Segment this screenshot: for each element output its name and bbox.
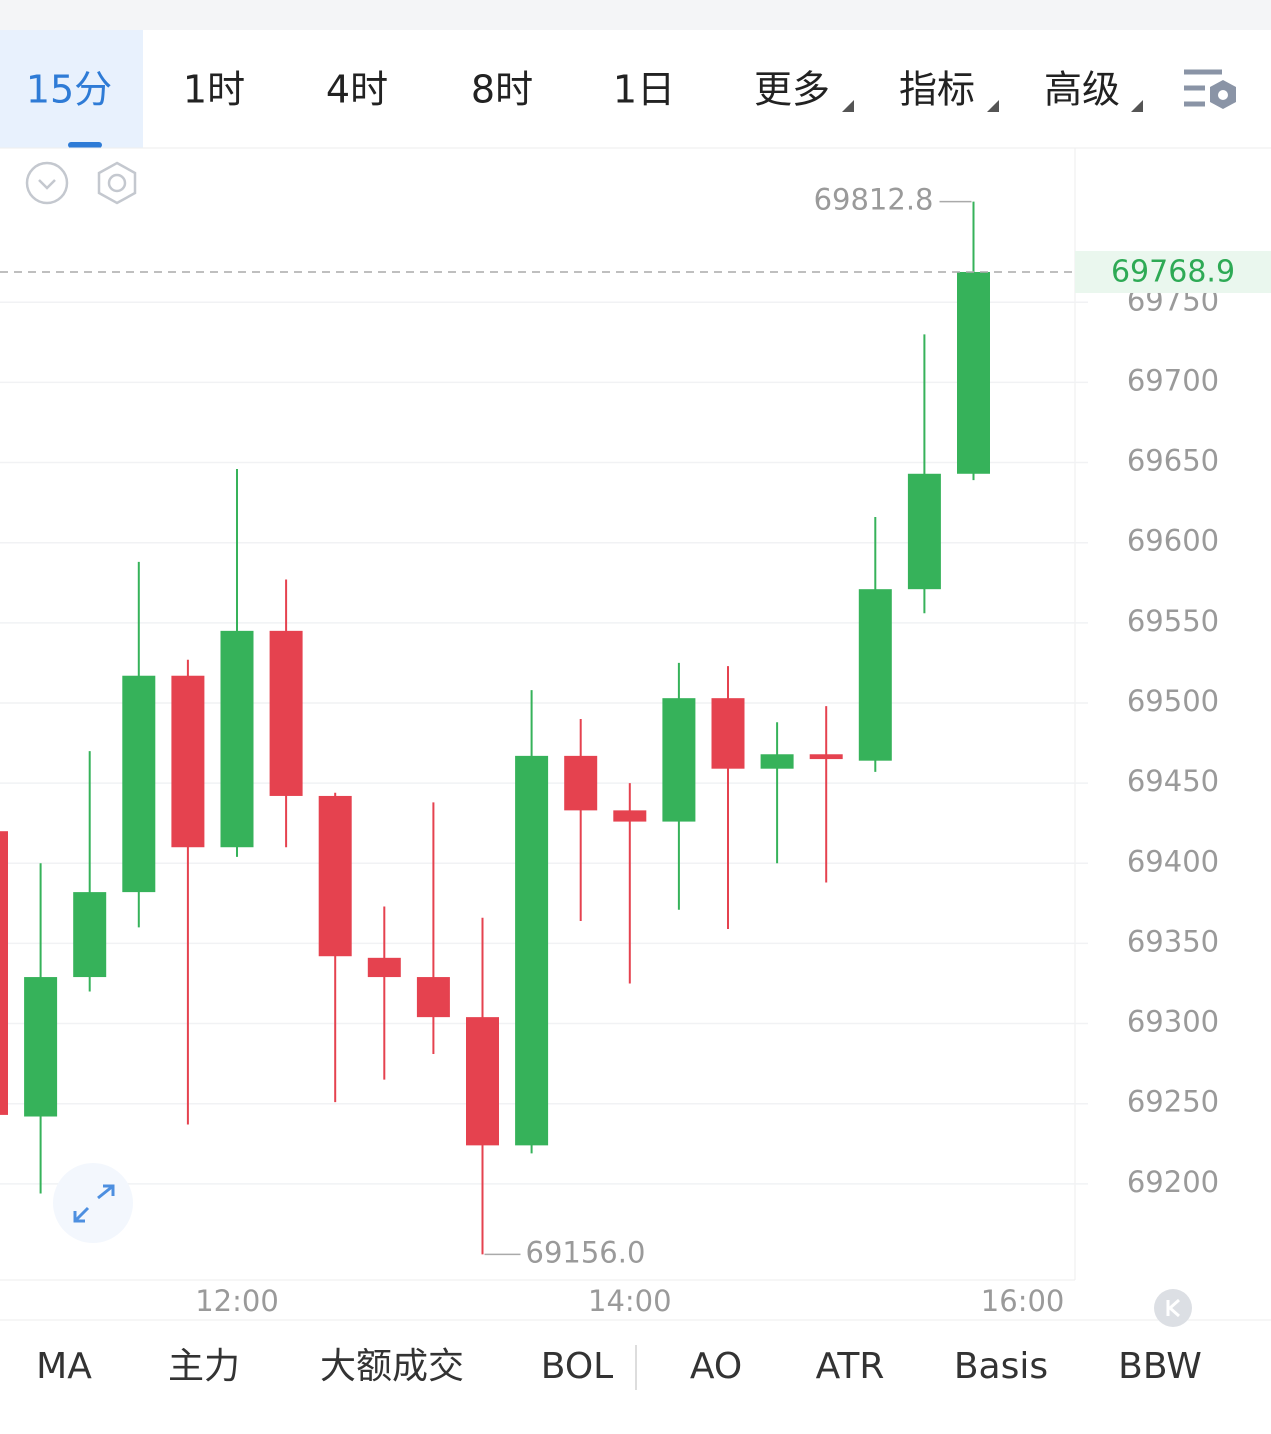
indicator-tab[interactable]: 大额成交: [320, 1346, 464, 1387]
candle-body: [73, 892, 107, 978]
indicator-tab[interactable]: ATR: [816, 1346, 885, 1387]
candle-body: [564, 755, 598, 811]
fullscreen-button[interactable]: [53, 1163, 133, 1243]
dropdown-arrows: [842, 100, 1143, 112]
y-tick-label: 69600: [1127, 524, 1219, 558]
y-tick-label: 69700: [1127, 363, 1219, 397]
indicator-tab[interactable]: 主力: [168, 1346, 240, 1387]
candle-body: [269, 630, 303, 796]
y-tick-label: 69500: [1127, 684, 1219, 718]
settings-hex-icon[interactable]: [97, 161, 137, 205]
active-tab-bg: [0, 30, 143, 148]
y-tick-label: 69550: [1127, 604, 1219, 638]
candle-body: [171, 675, 205, 848]
indicator-tab[interactable]: Basis: [954, 1346, 1048, 1387]
candle-body: [907, 473, 941, 590]
candle-body: [662, 698, 696, 822]
candle-body: [613, 810, 647, 822]
x-tick-label: 12:00: [195, 1284, 279, 1318]
y-tick-label: 69300: [1127, 1005, 1219, 1039]
y-tick-label: 69450: [1127, 764, 1219, 798]
timeframe-tab[interactable]: 1时: [183, 68, 245, 112]
candle-body: [957, 271, 990, 474]
indicator-tab[interactable]: AO: [690, 1346, 742, 1387]
y-tick-label: 69350: [1127, 924, 1219, 958]
timeframe-tab[interactable]: 4时: [326, 68, 388, 112]
min-label: 69156.0: [526, 1235, 646, 1269]
active-tab-indicator: [68, 142, 102, 148]
timeframe-tab[interactable]: 1日: [613, 68, 675, 112]
candle-body: [416, 977, 450, 1018]
candle-body: [858, 589, 892, 761]
candle-body: [760, 754, 794, 769]
price-tag: 69768.9: [1111, 254, 1235, 289]
price-tag-bg: [1075, 250, 1271, 293]
candle-body: [711, 698, 745, 769]
candle-body: [466, 1017, 499, 1146]
settings-icon[interactable]: [1184, 69, 1236, 109]
timeframe-tab[interactable]: 指标: [899, 68, 975, 112]
candle-body: [318, 795, 352, 957]
collapse-icon[interactable]: [25, 161, 69, 205]
scroll-latest-button[interactable]: [1154, 1289, 1192, 1327]
candle-body: [367, 957, 401, 978]
x-tick-label: 16:00: [981, 1284, 1065, 1318]
timeframe-tab[interactable]: 8时: [471, 68, 533, 112]
timeframe-tab[interactable]: 更多: [754, 68, 830, 112]
timeframe-tab[interactable]: 15分: [26, 68, 112, 112]
indicator-tab[interactable]: MA: [36, 1346, 92, 1387]
max-label: 69812.8: [814, 183, 934, 217]
x-tick-label: 14:00: [588, 1284, 672, 1318]
timeframe-tab[interactable]: 高级: [1044, 68, 1120, 112]
indicator-tab[interactable]: BBW: [1118, 1346, 1202, 1387]
y-tick-label: 69400: [1127, 844, 1219, 878]
status-strip: [0, 0, 1271, 30]
y-tick-label: 69250: [1127, 1085, 1219, 1119]
y-tick-label: 69650: [1127, 444, 1219, 478]
candle-body: [809, 754, 843, 760]
y-tick-label: 69200: [1127, 1165, 1219, 1199]
candle-body: [220, 630, 254, 848]
indicator-tab[interactable]: BOL: [541, 1346, 613, 1387]
candle-body: [24, 977, 58, 1117]
candle-body: [515, 755, 549, 1146]
candle-body: [0, 831, 8, 1115]
candle-body: [122, 675, 156, 893]
plot: [0, 201, 1088, 1255]
